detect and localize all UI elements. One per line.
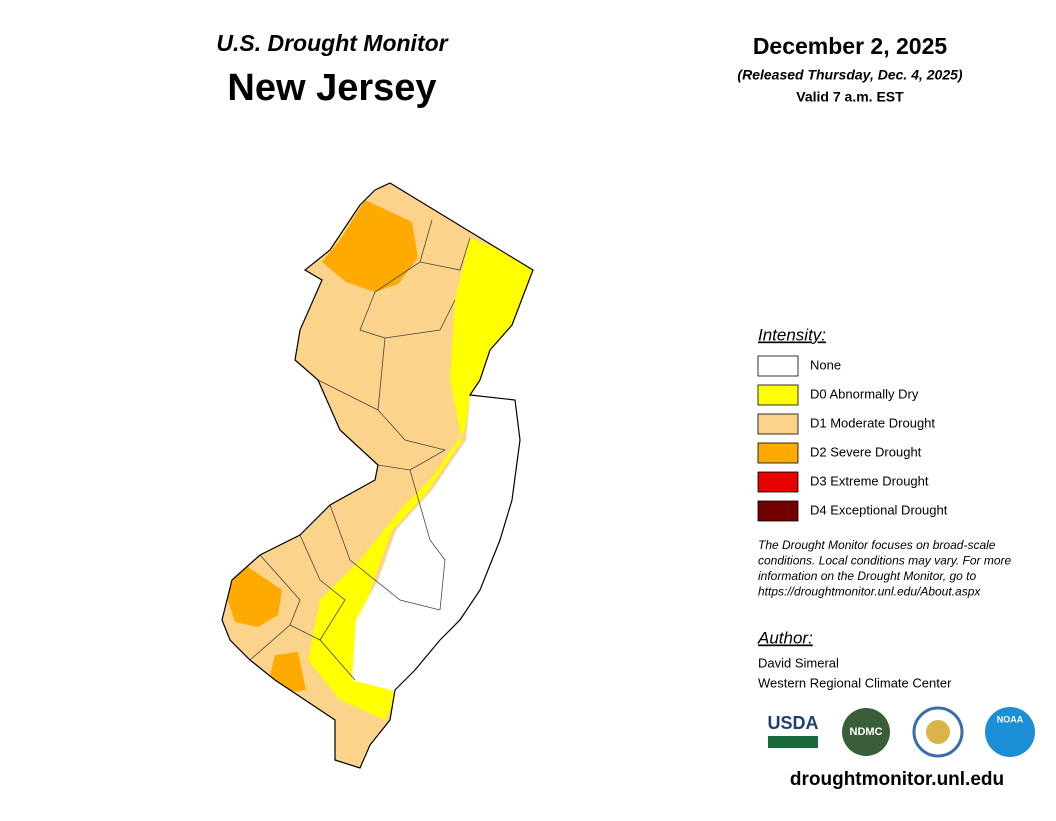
legend: None D0 Abnormally Dry D1 Moderate Drought… bbox=[757, 355, 948, 522]
legend-swatch bbox=[757, 413, 799, 435]
region-name: New Jersey bbox=[227, 67, 436, 109]
ndmc-logo-circle bbox=[842, 708, 890, 756]
author-line: David Simeral bbox=[758, 655, 839, 670]
map bbox=[222, 183, 533, 768]
note: The Drought Monitor focuses on broad-sca… bbox=[758, 538, 1012, 599]
map-date: December 2, 2025 bbox=[753, 33, 948, 59]
note-line: The Drought Monitor focuses on broad-sca… bbox=[758, 538, 996, 552]
d2-area bbox=[322, 200, 418, 292]
legend-label: D0 Abnormally Dry bbox=[810, 386, 919, 401]
author-label: Author: bbox=[757, 628, 813, 647]
noaa-logo: NOAA bbox=[997, 714, 1024, 724]
legend-swatch bbox=[757, 384, 799, 406]
author: David Simeral Western Regional Climate Ce… bbox=[758, 655, 952, 690]
noaa-logo-circle bbox=[985, 707, 1035, 757]
valid-time: Valid 7 a.m. EST bbox=[796, 89, 904, 105]
none-area bbox=[352, 395, 530, 692]
legend-swatch bbox=[757, 442, 799, 464]
legend-label: D3 Extreme Drought bbox=[810, 473, 929, 488]
legend-swatch bbox=[757, 355, 799, 377]
release-date: (Released Thursday, Dec. 4, 2025) bbox=[737, 67, 962, 83]
legend-swatch bbox=[757, 500, 799, 522]
county-lines bbox=[249, 219, 471, 681]
website-url: droughtmonitor.unl.edu bbox=[790, 769, 1004, 790]
d2-area bbox=[226, 563, 282, 627]
note-line: information on the Drought Monitor, go t… bbox=[758, 569, 976, 583]
usda-logo-band bbox=[768, 736, 818, 748]
legend-label: D1 Moderate Drought bbox=[810, 415, 935, 430]
ndmc-logo: NDMC bbox=[850, 726, 883, 738]
map-title: U.S. Drought Monitor bbox=[216, 30, 448, 56]
note-line: https://droughtmonitor.unl.edu/About.asp… bbox=[758, 585, 981, 599]
doc-logo-seal bbox=[926, 720, 950, 744]
legend-label: None bbox=[810, 357, 841, 372]
legend-label: D2 Severe Drought bbox=[810, 444, 922, 459]
logos: USDA NDMC NOAA bbox=[767, 706, 1035, 758]
note-line: conditions. Local conditions may vary. F… bbox=[758, 554, 1012, 568]
d0-area bbox=[308, 238, 533, 720]
state-outline bbox=[221, 182, 534, 769]
legend-swatch bbox=[757, 471, 799, 493]
author-line: Western Regional Climate Center bbox=[758, 675, 952, 690]
legend-label: D4 Exceptional Drought bbox=[810, 502, 948, 517]
legend-title: Intensity: bbox=[758, 325, 826, 344]
usda-logo: USDA bbox=[767, 713, 818, 733]
